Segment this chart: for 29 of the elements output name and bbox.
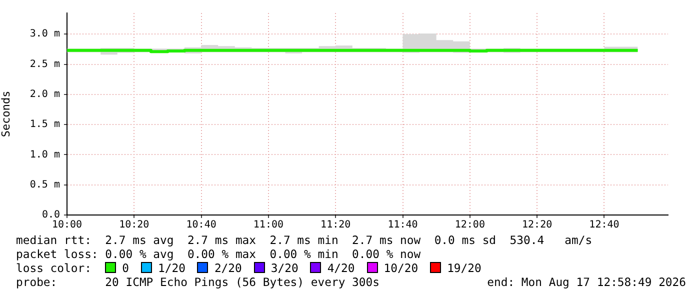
text: median rtt: 2.7 ms avg 2.7 ms max 2.7 ms min 2.7 ms now 0.0 ms sd 530.4 am/s <box>16 233 594 247</box>
x-tick-label: 11:00 <box>253 220 284 231</box>
y-tick-label: 2.0 m <box>30 88 60 100</box>
y-axis-title: Seconds <box>0 90 12 138</box>
text: 1/20 <box>158 261 186 275</box>
text: loss color: <box>16 261 92 275</box>
x-tick-label: 12:40 <box>589 220 620 231</box>
y-tick-label: 1.0 m <box>30 149 60 160</box>
x-tick-label: 12:20 <box>522 220 552 231</box>
x-tick-label: 10:40 <box>186 220 216 231</box>
x-tick-label: 11:40 <box>388 220 418 231</box>
x-tick-label: 10:00 <box>52 220 82 231</box>
x-tick-label: 10:20 <box>119 220 150 231</box>
text: 10/20 <box>384 261 418 275</box>
x-tick-label: 11:20 <box>320 220 351 231</box>
text: packet loss: 0.00 % avg 0.00 % max 0.00 % min 0.00 % now <box>16 247 422 261</box>
y-tick-label: 1.5 m <box>30 119 60 130</box>
text: 2/20 <box>214 261 242 275</box>
text: end: Mon Aug 17 12:58:49 2026 <box>487 275 686 289</box>
text: 4/20 <box>327 261 355 275</box>
text: 0 <box>122 261 130 275</box>
text: 19/20 <box>447 261 482 275</box>
text: 3/20 <box>270 261 298 275</box>
text: probe: 20 ICMP Echo Pings (56 Bytes) every 300s <box>16 275 380 289</box>
y-tick-label: 0.5 m <box>30 179 60 190</box>
y-tick-label: 3.0 m <box>30 28 60 40</box>
y-tick-label: 2.5 m <box>30 58 60 70</box>
x-tick-label: 12:00 <box>454 220 485 231</box>
y-tick-label: 0.0 <box>42 210 60 221</box>
